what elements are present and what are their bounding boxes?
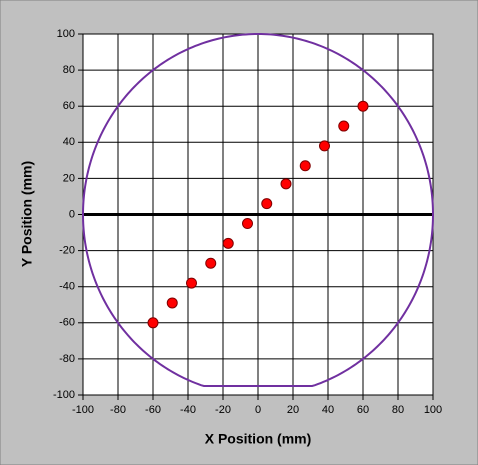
point (242, 218, 253, 230)
x-tick-label: -40 (180, 404, 196, 416)
x-tick-label: 60 (357, 404, 369, 416)
y-tick-label: 60 (63, 100, 75, 112)
y-tick-label: 0 (69, 208, 75, 220)
point (338, 120, 350, 132)
point (147, 317, 159, 329)
y-tick-label: 100 (57, 28, 75, 40)
point (261, 198, 273, 210)
point (280, 178, 292, 190)
x-tick-label: -100 (72, 404, 94, 416)
x-tick-label: -20 (215, 404, 231, 416)
point (222, 237, 234, 249)
x-tick-label: 0 (255, 404, 261, 416)
x-tick-label: -60 (145, 404, 161, 416)
point (319, 140, 330, 152)
y-tick-label: -20 (59, 245, 75, 257)
x-tick-label: 20 (287, 404, 299, 416)
x-axis-label: X Position (mm) (205, 431, 312, 447)
y-tick-label: -40 (59, 281, 75, 293)
y-tick-label: 80 (63, 64, 75, 76)
boundary (81, 32, 435, 387)
y-tick-label: 40 (63, 136, 75, 148)
y-tick-label: -60 (59, 317, 75, 329)
y-tick-label: -100 (53, 389, 75, 401)
x-tick-label: 100 (424, 404, 442, 416)
point (205, 257, 217, 269)
y-tick-label: 20 (63, 172, 75, 184)
y-tick-label: -80 (59, 353, 75, 365)
x-tick-label: 40 (322, 404, 334, 416)
point (186, 277, 197, 289)
point (299, 160, 311, 172)
point (166, 297, 178, 309)
x-tick-label: 80 (392, 404, 404, 416)
x-tick-label: -80 (110, 404, 126, 416)
point (357, 100, 369, 112)
y-axis-label: Y Position (mm) (19, 161, 35, 267)
